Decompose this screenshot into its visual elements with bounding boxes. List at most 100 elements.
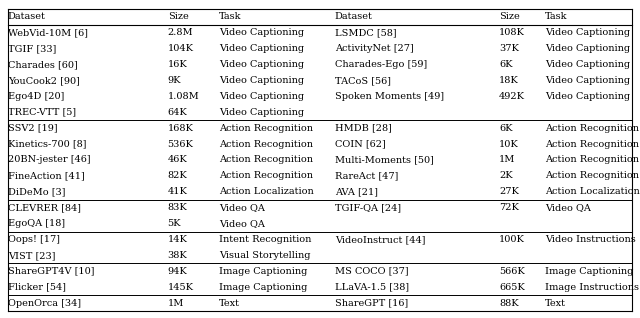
- Text: Charades [60]: Charades [60]: [8, 60, 77, 69]
- Text: Action Recognition: Action Recognition: [545, 156, 639, 164]
- Text: SSV2 [19]: SSV2 [19]: [8, 124, 58, 133]
- Text: Video Captioning: Video Captioning: [219, 44, 304, 53]
- Text: 665K: 665K: [499, 283, 525, 292]
- Text: 5K: 5K: [168, 219, 181, 228]
- Text: Video Captioning: Video Captioning: [545, 44, 630, 53]
- Text: Action Recognition: Action Recognition: [545, 171, 639, 180]
- Text: 536K: 536K: [168, 140, 193, 149]
- Text: LLaVA-1.5 [38]: LLaVA-1.5 [38]: [335, 283, 409, 292]
- Text: Image Captioning: Image Captioning: [219, 267, 307, 276]
- Text: Video Captioning: Video Captioning: [545, 60, 630, 69]
- Text: ActivityNet [27]: ActivityNet [27]: [335, 44, 413, 53]
- Text: DiDeMo [3]: DiDeMo [3]: [8, 187, 65, 196]
- Text: Dataset: Dataset: [335, 12, 372, 21]
- Text: 168K: 168K: [168, 124, 193, 133]
- Text: 104K: 104K: [168, 44, 194, 53]
- Text: Dataset: Dataset: [8, 12, 45, 21]
- Text: Video Captioning: Video Captioning: [219, 76, 304, 85]
- Text: 145K: 145K: [168, 283, 194, 292]
- Text: Video Captioning: Video Captioning: [545, 76, 630, 85]
- Text: Image Instructions: Image Instructions: [545, 283, 639, 292]
- Text: COIN [62]: COIN [62]: [335, 140, 385, 149]
- Text: Kinetics-700 [8]: Kinetics-700 [8]: [8, 140, 86, 149]
- Text: 566K: 566K: [499, 267, 525, 276]
- Text: 82K: 82K: [168, 171, 188, 180]
- Text: 492K: 492K: [499, 92, 525, 101]
- Text: Video Captioning: Video Captioning: [545, 28, 630, 37]
- Text: Image Captioning: Image Captioning: [219, 283, 307, 292]
- Text: 1.08M: 1.08M: [168, 92, 200, 101]
- Text: TACoS [56]: TACoS [56]: [335, 76, 390, 85]
- Text: Oops! [17]: Oops! [17]: [8, 235, 60, 244]
- Text: Flicker [54]: Flicker [54]: [8, 283, 66, 292]
- Text: Video Instructions: Video Instructions: [545, 235, 636, 244]
- Text: Action Recognition: Action Recognition: [545, 124, 639, 133]
- Text: ShareGPT [16]: ShareGPT [16]: [335, 299, 408, 308]
- Text: 41K: 41K: [168, 187, 188, 196]
- Text: 46K: 46K: [168, 156, 188, 164]
- Text: 14K: 14K: [168, 235, 188, 244]
- Text: Video Captioning: Video Captioning: [219, 92, 304, 101]
- Text: VIST [23]: VIST [23]: [8, 251, 55, 260]
- Text: Video Captioning: Video Captioning: [219, 108, 304, 117]
- Text: CLEVRER [84]: CLEVRER [84]: [8, 203, 81, 212]
- Text: YouCook2 [90]: YouCook2 [90]: [8, 76, 79, 85]
- Text: 2K: 2K: [499, 171, 513, 180]
- Text: Size: Size: [499, 12, 520, 21]
- Text: Multi-Moments [50]: Multi-Moments [50]: [335, 156, 433, 164]
- Text: Ego4D [20]: Ego4D [20]: [8, 92, 64, 101]
- Text: Intent Recognition: Intent Recognition: [219, 235, 311, 244]
- Text: VideoInstruct [44]: VideoInstruct [44]: [335, 235, 425, 244]
- Text: Text: Text: [545, 299, 566, 308]
- Text: Spoken Moments [49]: Spoken Moments [49]: [335, 92, 444, 101]
- Text: Size: Size: [168, 12, 188, 21]
- Text: LSMDC [58]: LSMDC [58]: [335, 28, 396, 37]
- Text: TGIF [33]: TGIF [33]: [8, 44, 56, 53]
- Text: Action Recognition: Action Recognition: [219, 140, 313, 149]
- Text: 83K: 83K: [168, 203, 188, 212]
- Text: 1M: 1M: [499, 156, 516, 164]
- Text: 64K: 64K: [168, 108, 188, 117]
- Text: EgoQA [18]: EgoQA [18]: [8, 219, 65, 228]
- Text: 20BN-jester [46]: 20BN-jester [46]: [8, 156, 90, 164]
- Text: OpenOrca [34]: OpenOrca [34]: [8, 299, 81, 308]
- Text: 38K: 38K: [168, 251, 188, 260]
- Text: Image Captioning: Image Captioning: [545, 267, 634, 276]
- Text: WebVid-10M [6]: WebVid-10M [6]: [8, 28, 88, 37]
- Text: TREC-VTT [5]: TREC-VTT [5]: [8, 108, 76, 117]
- Text: 10K: 10K: [499, 140, 519, 149]
- Text: RareAct [47]: RareAct [47]: [335, 171, 398, 180]
- Text: 18K: 18K: [499, 76, 519, 85]
- Text: Video Captioning: Video Captioning: [219, 60, 304, 69]
- Text: Action Localization: Action Localization: [545, 187, 640, 196]
- Text: Task: Task: [545, 12, 568, 21]
- Text: Task: Task: [219, 12, 241, 21]
- Text: Action Recognition: Action Recognition: [219, 171, 313, 180]
- Text: 100K: 100K: [499, 235, 525, 244]
- Text: 94K: 94K: [168, 267, 188, 276]
- Text: HMDB [28]: HMDB [28]: [335, 124, 392, 133]
- Text: 6K: 6K: [499, 60, 513, 69]
- Text: 72K: 72K: [499, 203, 519, 212]
- Text: Video Captioning: Video Captioning: [219, 28, 304, 37]
- Text: Video Captioning: Video Captioning: [545, 92, 630, 101]
- Text: Action Recognition: Action Recognition: [219, 124, 313, 133]
- Text: Charades-Ego [59]: Charades-Ego [59]: [335, 60, 427, 69]
- Text: Visual Storytelling: Visual Storytelling: [219, 251, 310, 260]
- Text: 27K: 27K: [499, 187, 519, 196]
- Text: AVA [21]: AVA [21]: [335, 187, 378, 196]
- Text: Video QA: Video QA: [219, 219, 265, 228]
- Text: 2.8M: 2.8M: [168, 28, 193, 37]
- Text: MS COCO [37]: MS COCO [37]: [335, 267, 408, 276]
- Text: TGIF-QA [24]: TGIF-QA [24]: [335, 203, 401, 212]
- Text: 6K: 6K: [499, 124, 513, 133]
- Text: 108K: 108K: [499, 28, 525, 37]
- Text: 88K: 88K: [499, 299, 519, 308]
- Text: FineAction [41]: FineAction [41]: [8, 171, 84, 180]
- Text: Video QA: Video QA: [545, 203, 591, 212]
- Text: Action Recognition: Action Recognition: [219, 156, 313, 164]
- Text: 37K: 37K: [499, 44, 519, 53]
- Text: Action Recognition: Action Recognition: [545, 140, 639, 149]
- Text: ShareGPT4V [10]: ShareGPT4V [10]: [8, 267, 94, 276]
- Text: 9K: 9K: [168, 76, 181, 85]
